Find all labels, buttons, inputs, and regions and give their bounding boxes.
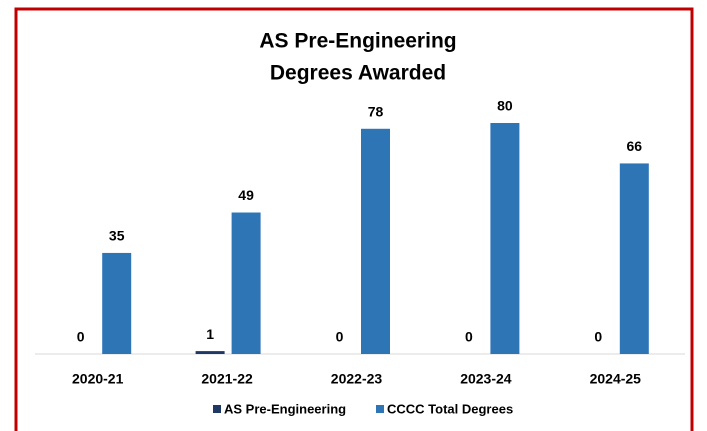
data-label: 80 bbox=[497, 98, 513, 114]
chart-frame bbox=[14, 7, 694, 431]
data-label: 35 bbox=[109, 228, 125, 244]
legend-swatch bbox=[213, 405, 221, 413]
bar bbox=[195, 351, 225, 354]
data-label: 1 bbox=[206, 326, 214, 342]
data-label: 0 bbox=[77, 329, 85, 345]
data-label: 66 bbox=[627, 138, 643, 154]
data-label: 49 bbox=[238, 187, 254, 203]
legend-swatch bbox=[376, 405, 384, 413]
bar bbox=[490, 123, 520, 354]
x-tick-label: 2024-25 bbox=[590, 371, 642, 387]
x-tick-label: 2022-23 bbox=[331, 371, 383, 387]
data-label: 0 bbox=[465, 329, 473, 345]
bar bbox=[361, 128, 390, 354]
legend-label: CCCC Total Degrees bbox=[387, 401, 513, 416]
chart-title: AS Pre-Engineering bbox=[259, 30, 456, 53]
legend-label: AS Pre-Engineering bbox=[224, 401, 346, 416]
bar bbox=[619, 163, 649, 354]
x-tick-label: 2021-22 bbox=[201, 371, 253, 387]
data-label: 78 bbox=[368, 103, 384, 119]
x-tick-label: 2020-21 bbox=[72, 371, 124, 387]
chart-title: Degrees Awarded bbox=[270, 62, 446, 85]
x-tick-label: 2023-24 bbox=[460, 371, 512, 387]
data-label: 0 bbox=[594, 329, 602, 345]
data-label: 0 bbox=[336, 329, 344, 345]
bar bbox=[102, 252, 132, 354]
bar bbox=[231, 212, 261, 354]
